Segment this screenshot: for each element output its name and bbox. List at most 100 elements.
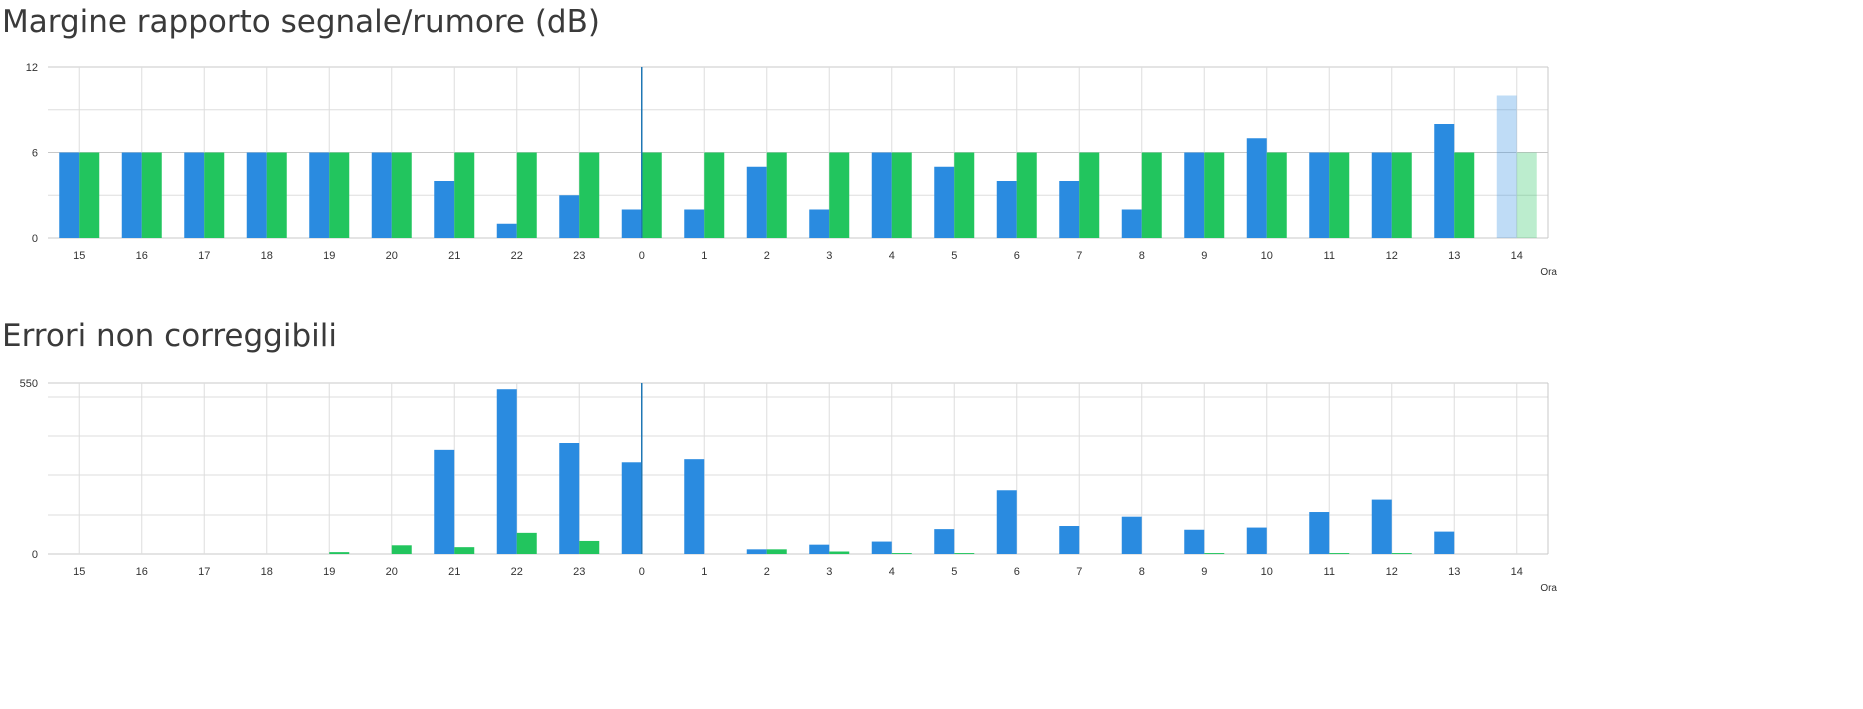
bar [1079,152,1100,238]
bar [829,551,850,554]
bar [454,547,475,554]
bar [371,152,392,238]
x-tick-label: 0 [639,250,645,262]
x-tick-label: 17 [198,566,210,578]
bar [766,549,787,554]
bar [891,152,912,238]
bar [746,549,767,554]
bar [391,545,412,554]
bar [934,529,955,554]
x-tick-label: 22 [511,250,523,262]
bar [1184,529,1205,554]
bar [871,541,892,554]
bar [121,152,142,238]
chart-title: Margine rapporto segnale/rumore (dB) [2,4,600,40]
bar [621,209,642,238]
bar [1246,138,1267,238]
x-tick-label: 14 [1511,250,1523,262]
x-tick-label: 21 [448,250,460,262]
bar [496,223,517,238]
bar [1141,152,1162,238]
y-tick-label: 12 [26,62,38,74]
x-tick-label: 3 [826,566,832,578]
x-tick-label: 18 [261,250,273,262]
bar [1516,152,1537,238]
bar [1059,526,1080,554]
x-tick-label: 19 [323,250,335,262]
bar [871,152,892,238]
bar [559,195,580,238]
bar [1246,527,1267,554]
bar [266,152,287,238]
x-tick-label: 12 [1386,566,1398,578]
bar [1496,95,1517,238]
bar [309,152,330,238]
x-tick-label: 15 [73,250,85,262]
bar [954,152,975,238]
x-tick-label: 22 [511,566,523,578]
bar [1204,553,1225,554]
x-tick-label: 17 [198,250,210,262]
bar [246,152,267,238]
bar [1059,181,1080,238]
x-tick-label: 16 [136,566,148,578]
x-tick-label: 8 [1139,566,1145,578]
bar [434,181,455,238]
bar [829,152,850,238]
bar [434,449,455,554]
x-tick-label: 21 [448,566,460,578]
x-tick-label: 16 [136,250,148,262]
x-tick-label: 8 [1139,250,1145,262]
x-tick-label: 20 [386,250,398,262]
bar [329,152,350,238]
x-tick-label: 11 [1324,566,1335,578]
bar [1454,152,1475,238]
bar [141,152,162,238]
x-tick-label: 7 [1076,250,1082,262]
bar [1121,516,1142,554]
bar [809,544,830,554]
x-tick-label: 23 [573,566,585,578]
bar [746,166,767,238]
x-tick-label: 23 [573,250,585,262]
x-tick-label: 2 [764,250,770,262]
bar [184,152,205,238]
x-tick-label: 6 [1014,250,1020,262]
x-tick-label: 15 [73,566,85,578]
bar [1391,152,1412,238]
bar [1266,152,1287,238]
bar [934,166,955,238]
bar [1391,553,1412,554]
x-axis-label: Ora [1540,267,1557,278]
bar [1204,152,1225,238]
x-tick-label: 11 [1324,250,1335,262]
x-tick-label: 5 [951,566,957,578]
bar [641,152,662,238]
bar [621,462,642,554]
bar [579,152,600,238]
bar [996,181,1017,238]
y-tick-label: 6 [32,148,38,160]
bar [559,443,580,554]
bar [1434,124,1455,238]
x-tick-label: 10 [1261,566,1273,578]
bar [204,152,225,238]
y-tick-label: 0 [32,549,38,561]
bar [996,490,1017,554]
x-tick-label: 6 [1014,566,1020,578]
bar [704,152,725,238]
bar [684,459,705,554]
x-tick-label: 1 [701,250,707,262]
bar [579,540,600,554]
bar [954,553,975,554]
x-tick-label: 20 [386,566,398,578]
chart-title: Errori non correggibili [2,318,337,354]
bar [1184,152,1205,238]
bar [1434,531,1455,554]
bar [891,553,912,554]
bar [766,152,787,238]
bar [59,152,80,238]
x-tick-label: 12 [1386,250,1398,262]
